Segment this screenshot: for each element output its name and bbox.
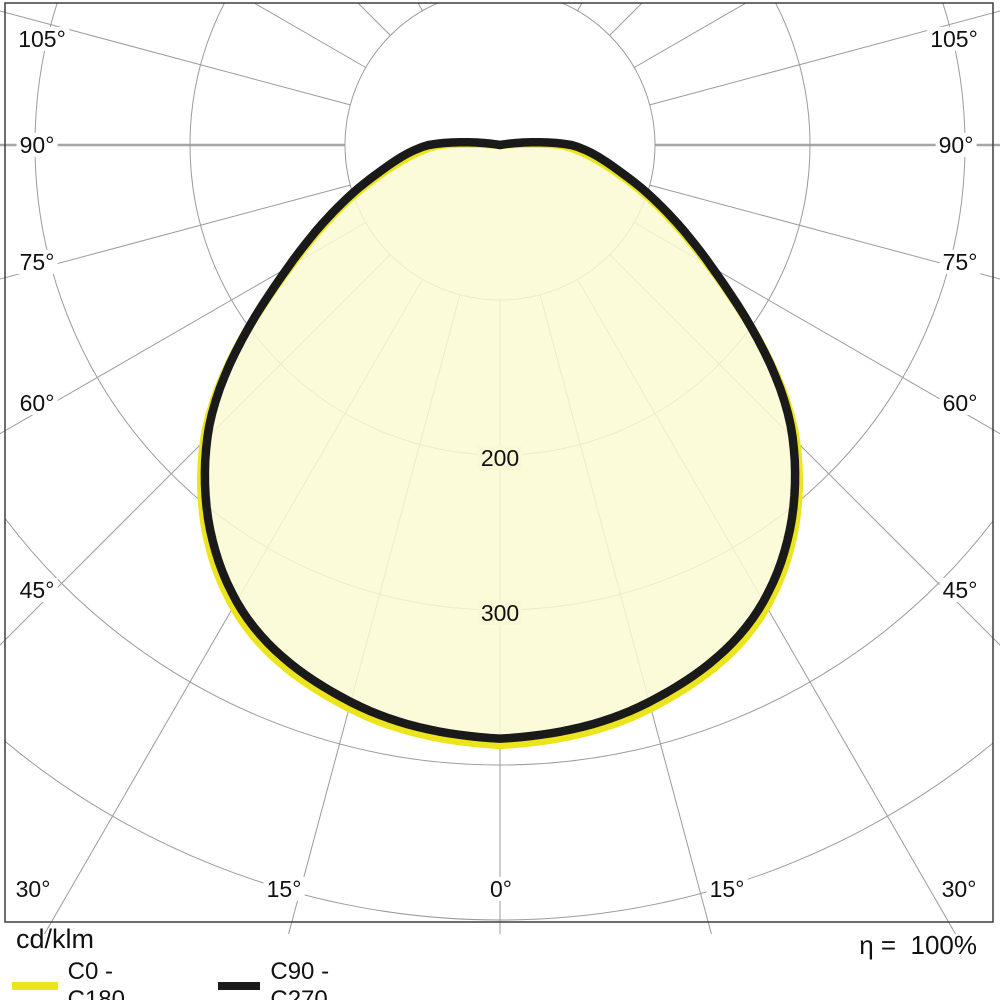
ring-value-label-200: 200	[477, 446, 523, 470]
plot-frame	[4, 2, 994, 923]
angle-label-right-75: 75°	[939, 250, 981, 274]
efficiency-label: η = 100%	[859, 930, 977, 960]
radial-line-105	[649, 10, 1000, 106]
radial-line-60	[633, 222, 1000, 435]
legend-label-c0-c180: C0 - C180	[67, 958, 125, 1000]
radial-line-105	[0, 10, 351, 106]
legend-swatch-c0-c180	[12, 982, 58, 990]
legend-label-c90-c270: C90 - C270	[270, 958, 330, 1000]
angle-label-left-75: 75°	[16, 250, 58, 274]
radial-line-60	[0, 222, 367, 435]
radial-line-75	[0, 184, 351, 280]
ring-400	[5, 517, 993, 766]
angle-label-bottom-1-15: 15°	[263, 877, 305, 901]
angle-label-left-45: 45°	[16, 578, 58, 602]
angle-label-bottom-3-15: 15°	[706, 877, 748, 901]
ring-value-label-300: 300	[477, 601, 523, 625]
radial-line-150	[577, 3, 583, 12]
angle-label-bottom-2-0: 0°	[487, 877, 515, 901]
curve-c90-c270	[200, 137, 800, 743]
angle-label-right-90: 90°	[935, 133, 977, 157]
angle-label-bottom-0-30: 30°	[12, 877, 54, 901]
radial-line-75	[649, 184, 1000, 280]
intensity-curves	[197, 137, 803, 750]
angle-label-bottom-4-30: 30°	[938, 877, 980, 901]
radial-line-150	[417, 3, 423, 12]
angle-label-left-105: 105°	[15, 27, 69, 51]
legend-item-c0-c180: C0 - C180	[12, 958, 144, 1000]
unit-label: cd/klm	[16, 924, 95, 954]
angle-label-right-45: 45°	[939, 578, 981, 602]
ring-500	[5, 740, 993, 921]
legend-swatch-c90-c270	[218, 982, 261, 990]
angle-label-left-60: 60°	[16, 391, 58, 415]
angle-label-left-90: 90°	[16, 133, 58, 157]
legend-item-c90-c270: C90 - C270	[218, 958, 350, 1000]
angle-label-right-105: 105°	[927, 27, 981, 51]
angle-label-right-60: 60°	[939, 391, 981, 415]
